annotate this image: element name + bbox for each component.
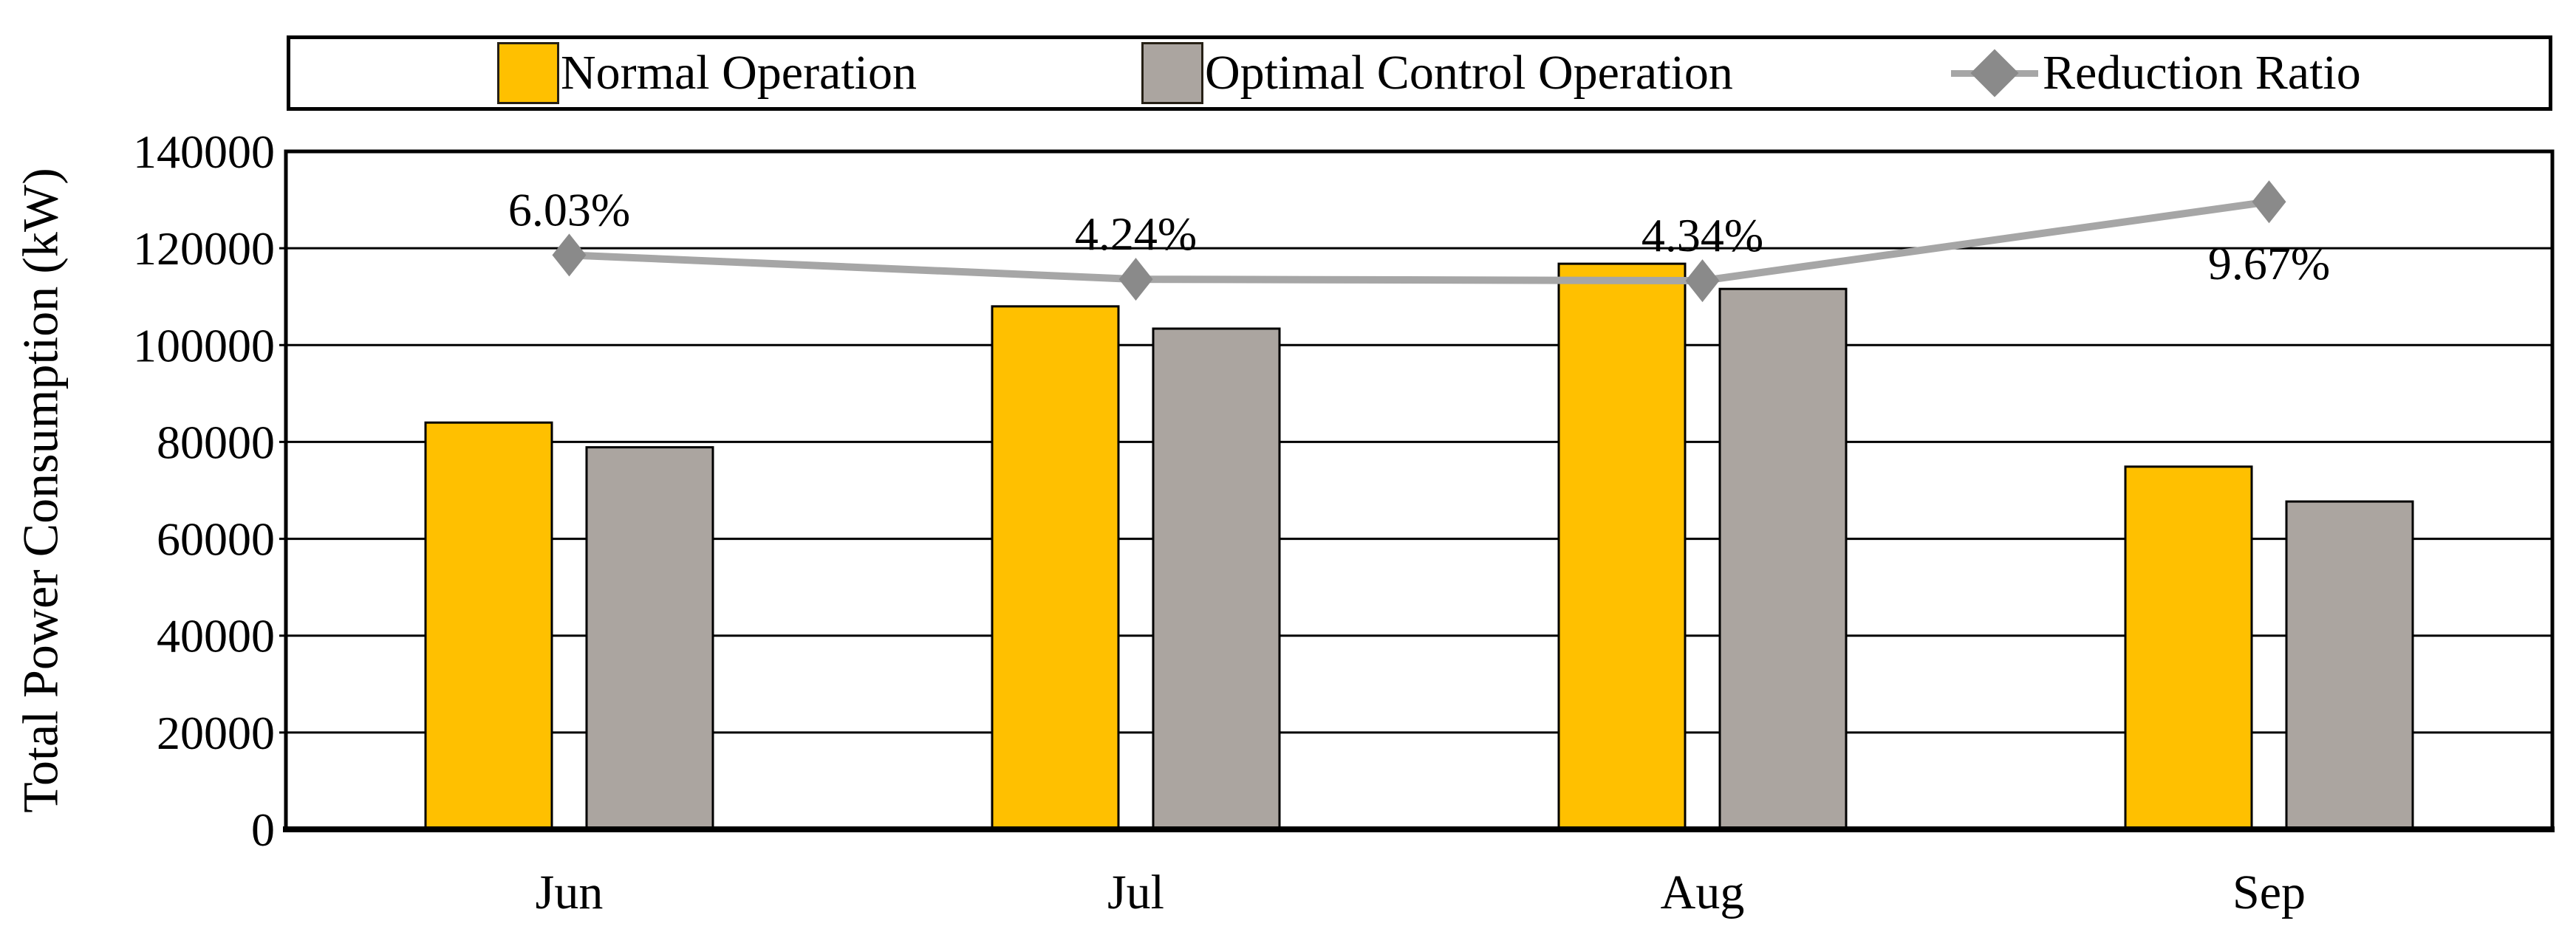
normal-operation-swatch-icon bbox=[497, 42, 559, 104]
y-tick-label: 100000 bbox=[133, 319, 275, 371]
y-tick-label: 80000 bbox=[157, 416, 275, 468]
reduction-ratio-label-sep: 9.67% bbox=[2208, 237, 2330, 289]
y-tick-label: 60000 bbox=[157, 513, 275, 566]
reduction-ratio-line bbox=[569, 198, 2270, 285]
legend-label-reduction-ratio: Reduction Ratio bbox=[2043, 46, 2361, 100]
y-tick-label: 40000 bbox=[157, 610, 275, 662]
bar-normal-operation-aug bbox=[1557, 262, 1687, 831]
bar-optimal-control-operation-sep bbox=[2285, 500, 2414, 831]
legend-label-normal-operation: Normal Operation bbox=[561, 46, 918, 100]
bar-optimal-control-operation-aug bbox=[1718, 287, 1848, 831]
bar-normal-operation-jul bbox=[991, 305, 1120, 831]
reduction-ratio-label-aug: 4.34% bbox=[1641, 209, 1763, 261]
diamond-marker-jun bbox=[552, 233, 587, 277]
bar-optimal-control-operation-jun bbox=[585, 446, 714, 831]
legend: Normal Operation Optimal Control Operati… bbox=[287, 35, 2552, 111]
y-tick-label: 0 bbox=[251, 803, 275, 856]
reduction-ratio-label-jun: 6.03% bbox=[508, 183, 630, 236]
reduction-ratio-line-diamond-icon bbox=[1951, 49, 2038, 97]
reduction-ratio-label-jul: 4.24% bbox=[1075, 208, 1197, 260]
diamond-marker-jul bbox=[1118, 258, 1153, 301]
bar-normal-operation-sep bbox=[2124, 465, 2253, 831]
x-tick-label-sep: Sep bbox=[2232, 866, 2306, 919]
x-tick-label-jun: Jun bbox=[536, 866, 604, 919]
bar-normal-operation-jun bbox=[424, 421, 553, 831]
y-tick-label: 120000 bbox=[133, 222, 275, 275]
optimal-control-operation-swatch-icon bbox=[1141, 42, 1203, 104]
bar-optimal-control-operation-jul bbox=[1152, 327, 1281, 831]
diamond-marker-sep bbox=[2252, 180, 2286, 224]
legend-item-optimal-control-operation: Optimal Control Operation bbox=[1141, 39, 1733, 107]
x-tick-label-jul: Jul bbox=[1107, 866, 1164, 919]
legend-label-optimal-control-operation: Optimal Control Operation bbox=[1205, 46, 1733, 100]
legend-item-reduction-ratio: Reduction Ratio bbox=[1951, 39, 2361, 107]
diamond-marker-aug bbox=[1685, 259, 1720, 303]
y-tick-label: 20000 bbox=[157, 707, 275, 759]
x-tick-label-aug: Aug bbox=[1661, 866, 1745, 919]
legend-item-normal-operation: Normal Operation bbox=[497, 39, 917, 107]
y-tick-label: 140000 bbox=[133, 126, 275, 178]
